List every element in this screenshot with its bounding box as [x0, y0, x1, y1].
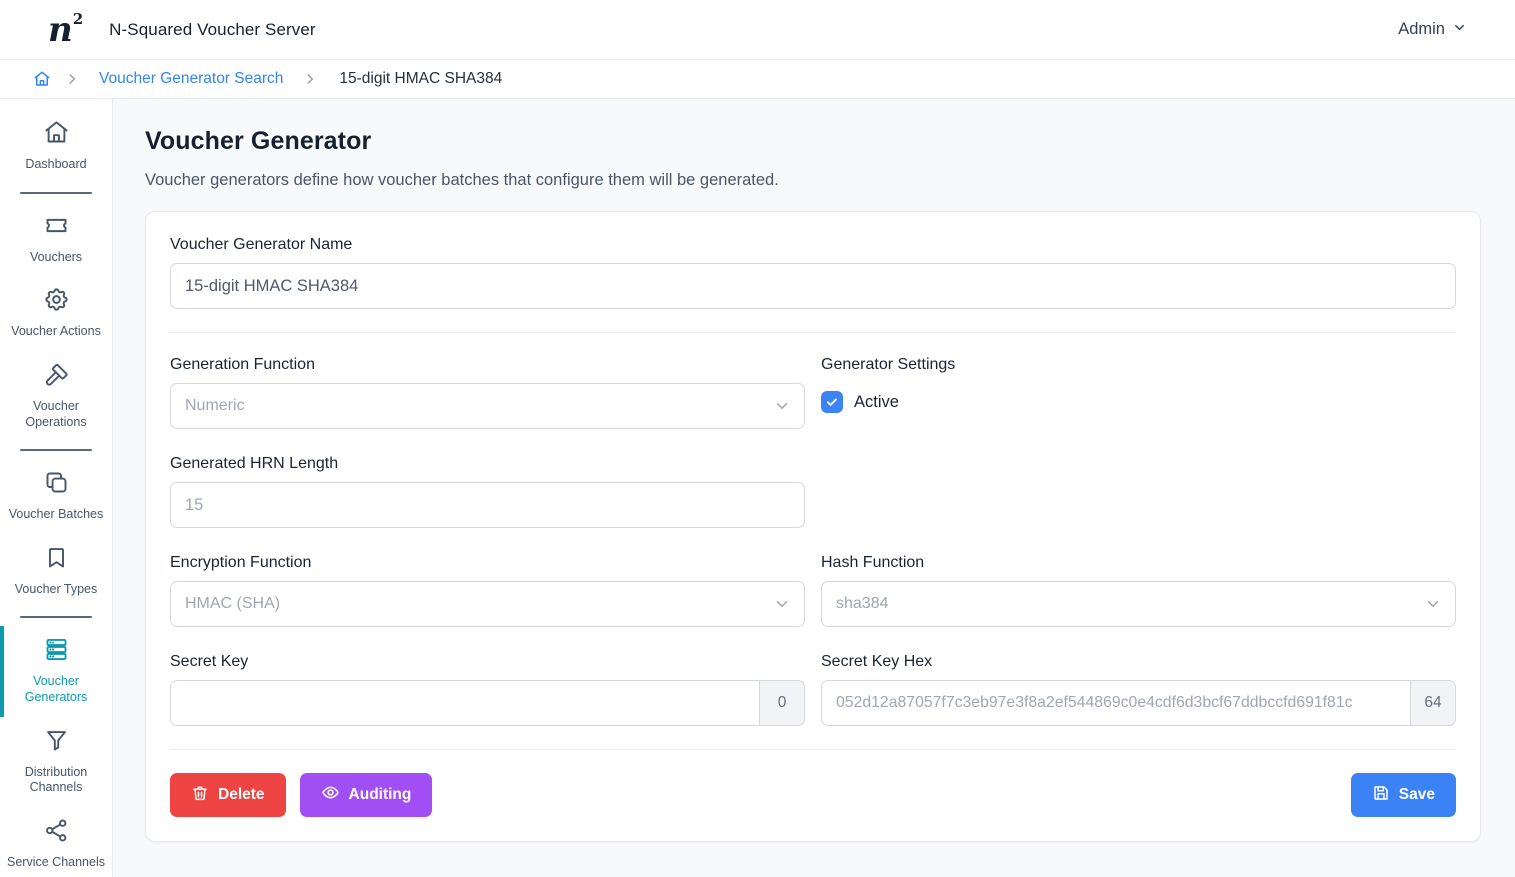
encryption-function-value: HMAC (SHA): [185, 595, 281, 612]
page-title: Voucher Generator: [145, 127, 372, 155]
delete-button-label: Delete: [218, 786, 265, 803]
funnel-icon: [43, 727, 70, 759]
sidebar-item-label: Voucher Operations: [25, 398, 87, 429]
hash-function-select[interactable]: sha384: [821, 581, 1456, 627]
hash-function-value: sha384: [836, 595, 889, 612]
secret-key-field: Secret Key 0: [170, 653, 805, 726]
chevron-down-icon: [773, 397, 791, 415]
secret-key-length-badge: 0: [759, 680, 805, 726]
save-button[interactable]: Save: [1350, 773, 1456, 817]
sidebar-item-label: Vouchers: [29, 249, 83, 264]
secret-key-hex-label: Secret Key Hex: [821, 653, 933, 670]
user-menu-label: Admin: [1398, 20, 1445, 38]
trash-icon: [191, 784, 209, 807]
breadcrumb: Voucher Generator Search 15-digit HMAC S…: [0, 60, 1515, 99]
eye-icon: [321, 783, 340, 807]
form-footer: Delete Auditing Save: [170, 773, 1456, 817]
gear-icon: [43, 286, 70, 318]
sidebar-item-voucher-batches[interactable]: Voucher Batches: [0, 459, 112, 534]
share-nodes-icon: [43, 817, 70, 849]
generated-hrn-length-label: Generated HRN Length: [170, 455, 339, 472]
chevron-down-icon: [1424, 595, 1442, 613]
encryption-function-select[interactable]: HMAC (SHA): [170, 581, 805, 627]
n-squared-logo: n2: [48, 9, 84, 50]
page-subtitle: Voucher generators define how voucher ba…: [145, 171, 779, 189]
save-button-label: Save: [1398, 786, 1435, 803]
sidebar-item-label: Dashboard: [25, 157, 87, 171]
sidebar-item-label: Voucher Types: [14, 581, 98, 596]
bookmark-icon: [43, 544, 70, 576]
voucher-generator-form-card: Voucher Generator Name Generation Functi…: [145, 211, 1481, 842]
auditing-button-label: Auditing: [348, 786, 412, 803]
hash-function-field: Hash Function sha384: [821, 554, 1456, 627]
sidebar-item-voucher-actions[interactable]: Voucher Actions: [0, 276, 112, 351]
generation-function-select[interactable]: Numeric: [170, 383, 805, 429]
delete-button[interactable]: Delete: [170, 773, 286, 817]
sidebar-item-dashboard[interactable]: Dashboard: [0, 109, 112, 184]
copy-icon: [43, 469, 70, 501]
server-stack-icon: [43, 636, 70, 668]
active-checkbox[interactable]: [821, 391, 843, 413]
home-icon: [43, 119, 70, 151]
active-checkbox-label: Active: [854, 392, 899, 411]
generated-hrn-length-input[interactable]: [170, 482, 805, 528]
sidebar-item-label: Voucher Generators: [24, 674, 88, 704]
main-content: Voucher Generator Voucher generators def…: [113, 99, 1515, 877]
chevron-down-icon: [773, 595, 791, 613]
gavel-icon: [43, 361, 70, 393]
floppy-disk-icon: [1372, 784, 1390, 807]
sidebar-item-voucher-types[interactable]: Voucher Types: [0, 534, 112, 609]
sidebar-item-voucher-operations[interactable]: Voucher Operations: [0, 351, 112, 441]
chevron-right-icon: [303, 72, 317, 86]
sidebar-item-service-channels[interactable]: Service Channels: [0, 807, 112, 877]
sidebar-item-vouchers[interactable]: Vouchers: [0, 202, 112, 277]
form-divider: [170, 749, 1456, 750]
generation-function-label: Generation Function: [170, 356, 315, 373]
sidebar: Dashboard Vouchers Voucher Actions Vouch…: [0, 99, 113, 877]
sidebar-item-label: Voucher Batches: [8, 507, 104, 522]
secret-key-hex-field: Secret Key Hex 64: [821, 653, 1456, 726]
breadcrumb-current: 15-digit HMAC SHA384: [339, 70, 503, 87]
sidebar-divider: [20, 449, 92, 452]
chevron-right-icon: [65, 72, 79, 86]
sidebar-item-label: Service Channels: [7, 854, 105, 869]
sidebar-item-label: Voucher Actions: [11, 324, 101, 339]
generated-hrn-length-field: Generated HRN Length: [170, 455, 805, 528]
sidebar-divider: [20, 191, 92, 194]
secret-key-hex-input[interactable]: [821, 680, 1410, 726]
generation-function-field: Generation Function Numeric: [170, 356, 805, 429]
encryption-function-label: Encryption Function: [170, 554, 312, 571]
secret-key-hex-input-group: 64: [821, 680, 1456, 726]
generation-function-value: Numeric: [185, 397, 245, 414]
chevron-down-icon: [1452, 20, 1467, 40]
sidebar-item-label: Distribution Channels: [24, 764, 88, 795]
hash-function-label: Hash Function: [821, 554, 925, 571]
generator-settings-field: Generator Settings Active: [821, 356, 1456, 429]
voucher-generator-name-input[interactable]: [170, 263, 1456, 309]
secret-key-hex-length-badge: 64: [1410, 680, 1456, 726]
auditing-button[interactable]: Auditing: [299, 773, 433, 817]
secret-key-input[interactable]: [170, 680, 759, 726]
voucher-generator-name-label: Voucher Generator Name: [170, 236, 353, 253]
encryption-function-field: Encryption Function HMAC (SHA): [170, 554, 805, 627]
sidebar-item-distribution-channels[interactable]: Distribution Channels: [0, 717, 112, 807]
active-checkbox-row[interactable]: Active: [821, 391, 1456, 413]
secret-key-input-group: 0: [170, 680, 805, 726]
secret-key-label: Secret Key: [170, 653, 249, 670]
sidebar-item-voucher-generators[interactable]: Voucher Generators: [0, 626, 112, 717]
breadcrumb-link-voucher-generator-search[interactable]: Voucher Generator Search: [99, 70, 284, 87]
ticket-icon: [43, 212, 70, 244]
sidebar-divider: [20, 616, 92, 619]
generator-settings-label: Generator Settings: [821, 356, 956, 373]
user-menu-admin[interactable]: Admin: [1398, 20, 1467, 40]
home-icon[interactable]: [33, 70, 51, 88]
top-header: n2 N-Squared Voucher Server Admin: [0, 0, 1515, 60]
app-title: N-Squared Voucher Server: [109, 19, 316, 39]
form-divider: [170, 332, 1456, 333]
